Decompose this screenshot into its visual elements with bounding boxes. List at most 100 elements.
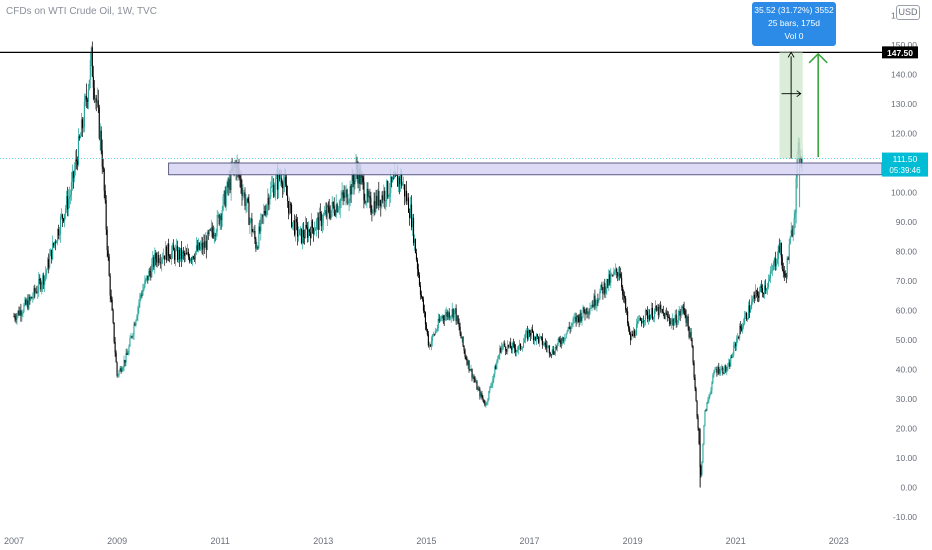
- candle-body: [14, 316, 16, 319]
- candle-body: [332, 202, 334, 206]
- candle-body: [469, 369, 471, 371]
- candle-body: [591, 304, 593, 308]
- candle-body: [530, 329, 532, 336]
- candle-body: [241, 188, 243, 196]
- x-tick-label: 2015: [416, 536, 436, 546]
- candle-body: [505, 346, 507, 351]
- candle-body: [587, 312, 589, 314]
- x-tick-label: 2023: [829, 536, 849, 546]
- candle-body: [148, 271, 150, 281]
- candle-body: [334, 213, 336, 216]
- candle-body: [342, 192, 344, 196]
- candle-body: [583, 307, 585, 313]
- candle-body: [734, 343, 736, 346]
- candle-body: [72, 171, 74, 178]
- candle-body: [444, 315, 446, 321]
- candle-body: [402, 184, 404, 186]
- candle-body: [62, 214, 64, 219]
- candle-body: [258, 226, 260, 248]
- candle-body: [698, 428, 700, 444]
- candle-body: [228, 178, 230, 188]
- candle-body: [269, 197, 271, 205]
- candle-body: [627, 311, 629, 324]
- candle-body: [349, 186, 351, 201]
- candle-body: [652, 317, 654, 319]
- currency-button[interactable]: USD: [896, 5, 920, 20]
- candle-body: [553, 353, 555, 355]
- candle-body: [601, 284, 603, 288]
- candle-body: [540, 336, 542, 338]
- candle-body: [492, 378, 494, 385]
- y-tick-label: 100.00: [891, 188, 917, 198]
- candle-body: [452, 309, 454, 318]
- candle-body: [92, 76, 94, 88]
- candle-body: [106, 229, 108, 251]
- candle-body: [625, 298, 627, 310]
- candle-body: [124, 360, 126, 363]
- candle-body: [120, 368, 122, 372]
- candle-body: [706, 402, 708, 411]
- candle-body: [614, 271, 616, 272]
- candle-body: [422, 299, 424, 311]
- candle-body: [633, 330, 635, 336]
- candle-body: [370, 198, 372, 213]
- candle-body: [187, 252, 189, 257]
- candle-body: [90, 47, 92, 60]
- candle-body: [458, 323, 460, 327]
- candle-body: [122, 367, 124, 370]
- candle-body: [398, 177, 400, 187]
- candle-body: [177, 246, 179, 260]
- candle-body: [273, 184, 275, 197]
- candle-body: [488, 390, 490, 400]
- candle-body: [605, 289, 607, 294]
- candle-body: [423, 310, 425, 313]
- candle-body: [365, 201, 367, 203]
- candle-body: [755, 290, 757, 299]
- candle-body: [758, 295, 760, 298]
- candle-body: [526, 331, 528, 334]
- candle-body: [657, 307, 659, 316]
- candle-body: [42, 275, 44, 285]
- price-tags: 147.50 111.50 05:39:46: [882, 46, 928, 177]
- candle-body: [51, 249, 53, 259]
- candle-body: [569, 328, 571, 330]
- candle-body: [163, 255, 165, 259]
- candle-body: [575, 317, 577, 322]
- candle-body: [748, 305, 750, 319]
- candle-body: [430, 341, 432, 347]
- candle-body: [22, 311, 24, 314]
- candle-body: [564, 337, 566, 339]
- candle-body: [331, 202, 333, 210]
- candle-body: [547, 345, 549, 347]
- candle-body: [612, 274, 614, 276]
- candle-body: [139, 295, 141, 303]
- candle-body: [29, 297, 31, 300]
- candle-body: [366, 188, 368, 202]
- candle-body: [527, 331, 529, 339]
- candle-body: [632, 333, 634, 336]
- candle-body: [758, 291, 760, 298]
- candle-body: [298, 235, 300, 237]
- candle-body: [409, 212, 411, 218]
- candle-body: [733, 345, 735, 356]
- candle-body: [714, 369, 716, 372]
- candle-body: [545, 345, 547, 348]
- candle-body: [464, 350, 466, 357]
- candle-body: [770, 270, 772, 272]
- candle-body: [776, 259, 778, 264]
- candle-body: [434, 331, 436, 335]
- candle-body: [135, 320, 137, 326]
- candle-body: [494, 366, 496, 374]
- candle-body: [195, 245, 197, 252]
- candle-body: [202, 242, 204, 250]
- candle-body: [639, 318, 641, 321]
- candle-body: [138, 302, 140, 308]
- candle-body: [621, 277, 623, 288]
- candle-body: [280, 178, 282, 179]
- candle-body: [563, 338, 565, 341]
- candle-body: [471, 368, 473, 378]
- candle-body: [296, 219, 298, 223]
- candle-body: [767, 281, 769, 288]
- candle-body: [321, 222, 323, 227]
